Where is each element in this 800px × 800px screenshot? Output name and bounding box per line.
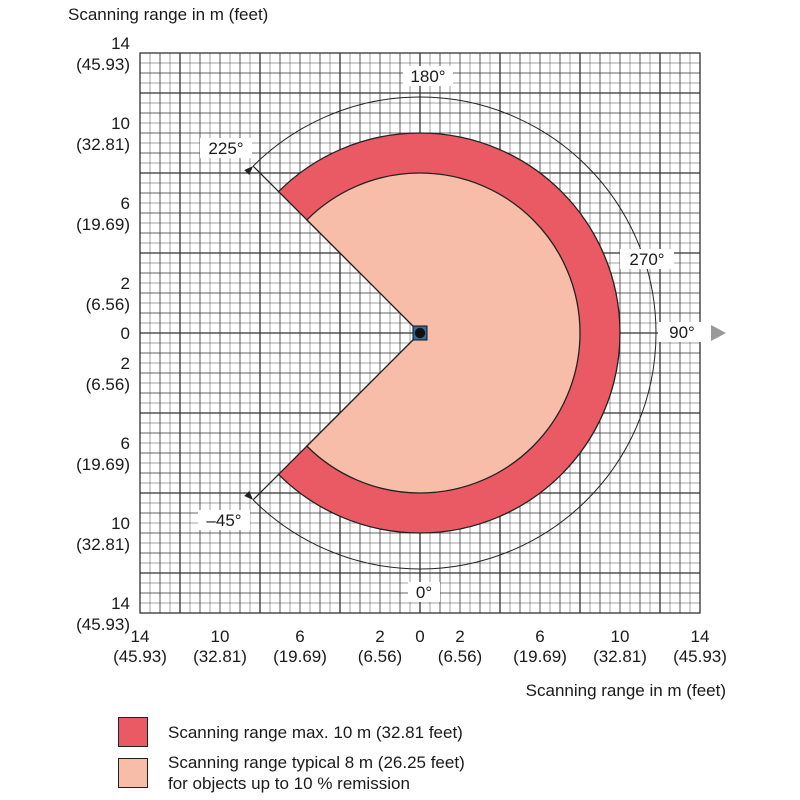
x-tick-m: 2 xyxy=(455,627,464,646)
x-tick-m: 0 xyxy=(415,627,424,646)
x-tick-ft: (32.81) xyxy=(193,647,247,666)
x-tick-m: 6 xyxy=(295,627,304,646)
x-tick-ft: (6.56) xyxy=(438,647,482,666)
x-tick-m: 10 xyxy=(611,627,630,646)
y-tick-m: 6 xyxy=(121,194,130,213)
arc-arrow-225-icon xyxy=(244,166,254,175)
angle-label-minus-45: –45° xyxy=(198,510,250,530)
y-tick-m: 14 xyxy=(111,34,130,53)
x-tick-m: 14 xyxy=(691,627,710,646)
angle-label-180: 180° xyxy=(403,66,453,86)
arc-arrow-neg45-icon xyxy=(244,491,254,500)
svg-text:0°: 0° xyxy=(416,583,432,602)
angle-guide-line xyxy=(252,473,280,501)
x-tick-m: 2 xyxy=(375,627,384,646)
y-axis-title: Scanning range in m (feet) xyxy=(68,5,268,24)
svg-text:225°: 225° xyxy=(208,139,243,158)
svg-text:180°: 180° xyxy=(410,67,445,86)
y-tick-m: 2 xyxy=(121,274,130,293)
legend-typical-line2: for objects up to 10 % remission xyxy=(168,774,410,793)
y-tick-m: 2 xyxy=(121,354,130,373)
y-tick-m: 10 xyxy=(111,114,130,133)
angle-label-90: 90° xyxy=(658,322,706,342)
y-tick-m: 6 xyxy=(121,434,130,453)
legend-max-swatch xyxy=(118,717,148,747)
y-tick-ft: (6.56) xyxy=(86,295,130,314)
y-tick-ft: (32.81) xyxy=(76,535,130,554)
y-tick-m: 14 xyxy=(111,594,130,613)
legend-typical-line1: Scanning range typical 8 m (26.25 feet) xyxy=(168,753,465,772)
legend-max-label: Scanning range max. 10 m (32.81 feet) xyxy=(168,723,463,742)
x-tick-m: 10 xyxy=(211,627,230,646)
x-tick-ft: (45.93) xyxy=(673,647,727,666)
angle-label-0: 0° xyxy=(408,582,440,602)
legend-typical-swatch xyxy=(118,758,148,788)
x-tick-m: 14 xyxy=(131,627,150,646)
y-tick-ft: (45.93) xyxy=(76,55,130,74)
tick-labels: 14(45.93)10(32.81)6(19.69)2(6.56)02(6.56… xyxy=(76,34,727,666)
angle-arc xyxy=(252,96,657,570)
x-tick-ft: (32.81) xyxy=(593,647,647,666)
scan-sectors xyxy=(277,132,621,534)
y-tick-ft: (6.56) xyxy=(86,375,130,394)
angle-guide-line xyxy=(252,165,280,193)
legend-max: Scanning range max. 10 m (32.81 feet) xyxy=(118,717,463,747)
typical-range-sector xyxy=(305,172,581,494)
y-tick-ft: (19.69) xyxy=(76,455,130,474)
angle-label-225: 225° xyxy=(200,138,252,158)
svg-text:90°: 90° xyxy=(669,323,695,342)
x-tick-ft: (45.93) xyxy=(113,647,167,666)
y-tick-ft: (45.93) xyxy=(76,615,130,634)
x-tick-m: 6 xyxy=(535,627,544,646)
x-tick-ft: (19.69) xyxy=(273,647,327,666)
x-tick-ft: (6.56) xyxy=(358,647,402,666)
svg-text:–45°: –45° xyxy=(206,511,241,530)
x-axis-title: Scanning range in m (feet) xyxy=(526,681,726,700)
y-tick-m: 10 xyxy=(111,514,130,533)
scanning-range-diagram: 14(45.93)10(32.81)6(19.69)2(6.56)02(6.56… xyxy=(68,5,727,700)
y-tick-m: 0 xyxy=(121,324,130,343)
angle-arcs xyxy=(244,96,657,570)
svg-text:270°: 270° xyxy=(629,250,664,269)
direction-arrow-icon xyxy=(711,325,726,341)
y-tick-ft: (19.69) xyxy=(76,215,130,234)
angle-label-270: 270° xyxy=(620,249,674,269)
y-tick-ft: (32.81) xyxy=(76,135,130,154)
scanner-icon xyxy=(412,325,428,341)
legend-typical: Scanning range typical 8 m (26.25 feet) … xyxy=(118,752,465,794)
x-tick-ft: (19.69) xyxy=(513,647,567,666)
